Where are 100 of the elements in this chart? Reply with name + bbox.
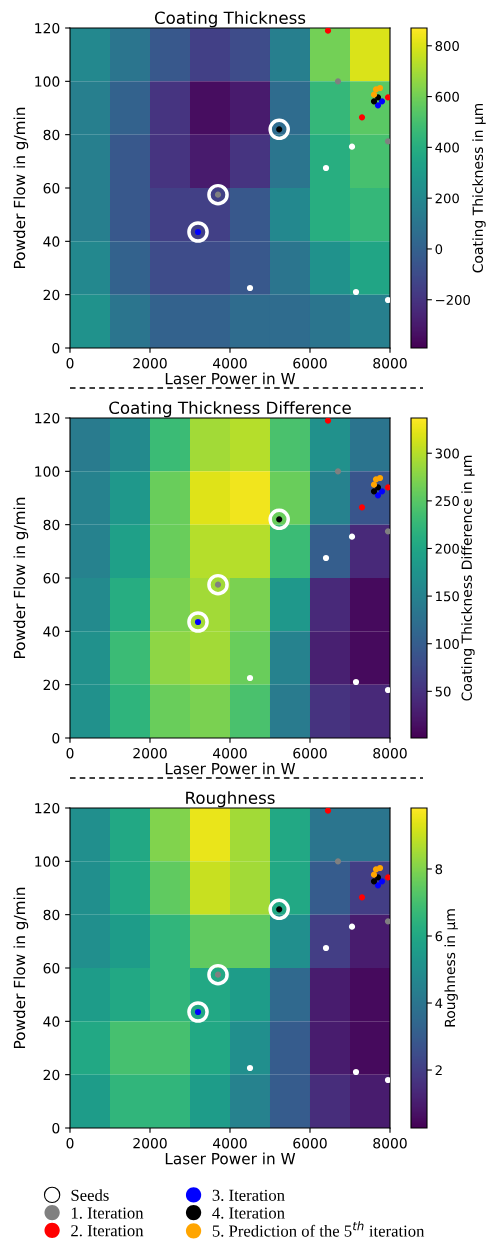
y-tick-label: 40 <box>43 236 60 247</box>
x-tick-label: 4000 <box>213 1137 247 1149</box>
color-bar-label: 4 <box>435 998 443 1009</box>
point <box>370 91 378 98</box>
point <box>370 878 378 885</box>
color-bar-title: Coating Thickness Difference in µm <box>461 455 475 701</box>
y-tick-label: 0 <box>52 342 60 354</box>
y-tick-label: 40 <box>43 1016 60 1027</box>
x-tick-label: 2000 <box>133 1137 167 1149</box>
point <box>352 678 360 686</box>
x-tick-label: 0 <box>66 357 74 369</box>
color-bar-label: 0 <box>435 244 443 255</box>
point <box>384 686 390 694</box>
y-axis-title: Powder Flow in g/min <box>13 497 29 658</box>
x-tick-label: 2000 <box>133 357 167 369</box>
point <box>324 28 332 34</box>
point <box>246 284 254 292</box>
legend-label: 1. Iteration <box>71 1207 144 1219</box>
point <box>358 114 366 121</box>
y-tick-label: 60 <box>43 962 60 974</box>
x-tick-label: 0 <box>66 1137 74 1149</box>
point <box>374 492 382 499</box>
y-tick-label: 0 <box>52 1122 60 1134</box>
color-bar-title: Roughness in µm <box>444 909 458 1027</box>
point <box>378 878 386 885</box>
color-bar-label: 300 <box>435 448 459 459</box>
point <box>348 923 356 930</box>
y-tick-label: 100 <box>35 76 60 87</box>
legend-label: 4. Iteration <box>212 1207 285 1219</box>
x-tick-label: 8000 <box>373 1137 407 1149</box>
point <box>358 894 366 901</box>
point <box>348 533 356 540</box>
x-tick-label: 2000 <box>133 747 167 759</box>
color-bar-label: 200 <box>435 543 459 554</box>
point <box>322 554 330 562</box>
point <box>370 98 378 105</box>
y-tick-label: 120 <box>35 22 60 34</box>
point <box>370 488 378 495</box>
color-bar-label: 600 <box>435 91 459 102</box>
color-bar-label: 400 <box>435 142 459 153</box>
point <box>384 1076 390 1084</box>
color-bar-label: 250 <box>435 496 459 507</box>
color-bar-label: 200 <box>435 193 459 204</box>
y-tick-label: 80 <box>43 129 60 141</box>
color-bar-label: 800 <box>435 41 459 51</box>
point <box>324 808 332 814</box>
point <box>334 78 342 85</box>
y-tick-label: 40 <box>43 626 60 637</box>
color-bar-label: 50 <box>435 686 451 697</box>
point <box>374 882 382 889</box>
point <box>378 98 386 105</box>
color-bar-label: −200 <box>436 294 470 305</box>
color-bar-label: 6 <box>435 931 443 942</box>
y-tick-label: 100 <box>35 856 60 867</box>
point <box>374 102 382 109</box>
y-tick-label: 80 <box>43 909 60 921</box>
color-bar-label: 2 <box>435 1065 442 1076</box>
x-tick-label: 6000 <box>293 357 327 369</box>
y-tick-label: 60 <box>43 182 60 194</box>
point <box>376 474 384 482</box>
point <box>370 871 378 878</box>
point <box>324 418 332 424</box>
point <box>246 1064 254 1072</box>
x-tick-label: 8000 <box>373 747 407 759</box>
y-tick-label: 20 <box>43 1069 60 1081</box>
point <box>352 288 360 296</box>
x-tick-label: 4000 <box>213 357 247 369</box>
point <box>384 874 390 881</box>
point <box>322 164 330 172</box>
y-axis-title: Powder Flow in g/min <box>13 107 29 268</box>
color-bar-title: Coating Thickness in µm <box>472 103 486 273</box>
x-tick-label: 4000 <box>213 747 247 759</box>
point <box>384 528 390 535</box>
legend-label: 3. Iteration <box>212 1189 285 1201</box>
x-tick-label: 6000 <box>293 1137 327 1149</box>
chart-title: Coating Thickness Difference <box>109 401 351 418</box>
y-tick-label: 80 <box>43 519 60 531</box>
color-bar-label: 100 <box>436 638 459 649</box>
point <box>378 488 386 495</box>
y-tick-label: 0 <box>52 732 60 744</box>
color-bar-label: 150 <box>436 591 459 602</box>
point <box>334 468 342 475</box>
x-axis-title: Laser Power in W <box>165 1152 296 1165</box>
point <box>370 481 378 488</box>
point <box>358 504 366 511</box>
color-bar-label: 8 <box>435 864 443 875</box>
point <box>348 143 356 150</box>
y-tick-label: 100 <box>35 466 60 477</box>
legend-label: 2. Iteration <box>71 1225 144 1237</box>
chart-title: Roughness <box>186 791 275 808</box>
point <box>384 918 390 925</box>
legend-label: Seeds <box>71 1189 109 1201</box>
x-axis-title: Laser Power in W <box>165 762 296 775</box>
y-tick-label: 120 <box>35 802 60 814</box>
point <box>322 944 330 952</box>
point <box>384 484 390 491</box>
point <box>376 84 384 92</box>
point <box>352 1068 360 1076</box>
point <box>384 94 390 101</box>
x-tick-label: 0 <box>66 747 74 759</box>
